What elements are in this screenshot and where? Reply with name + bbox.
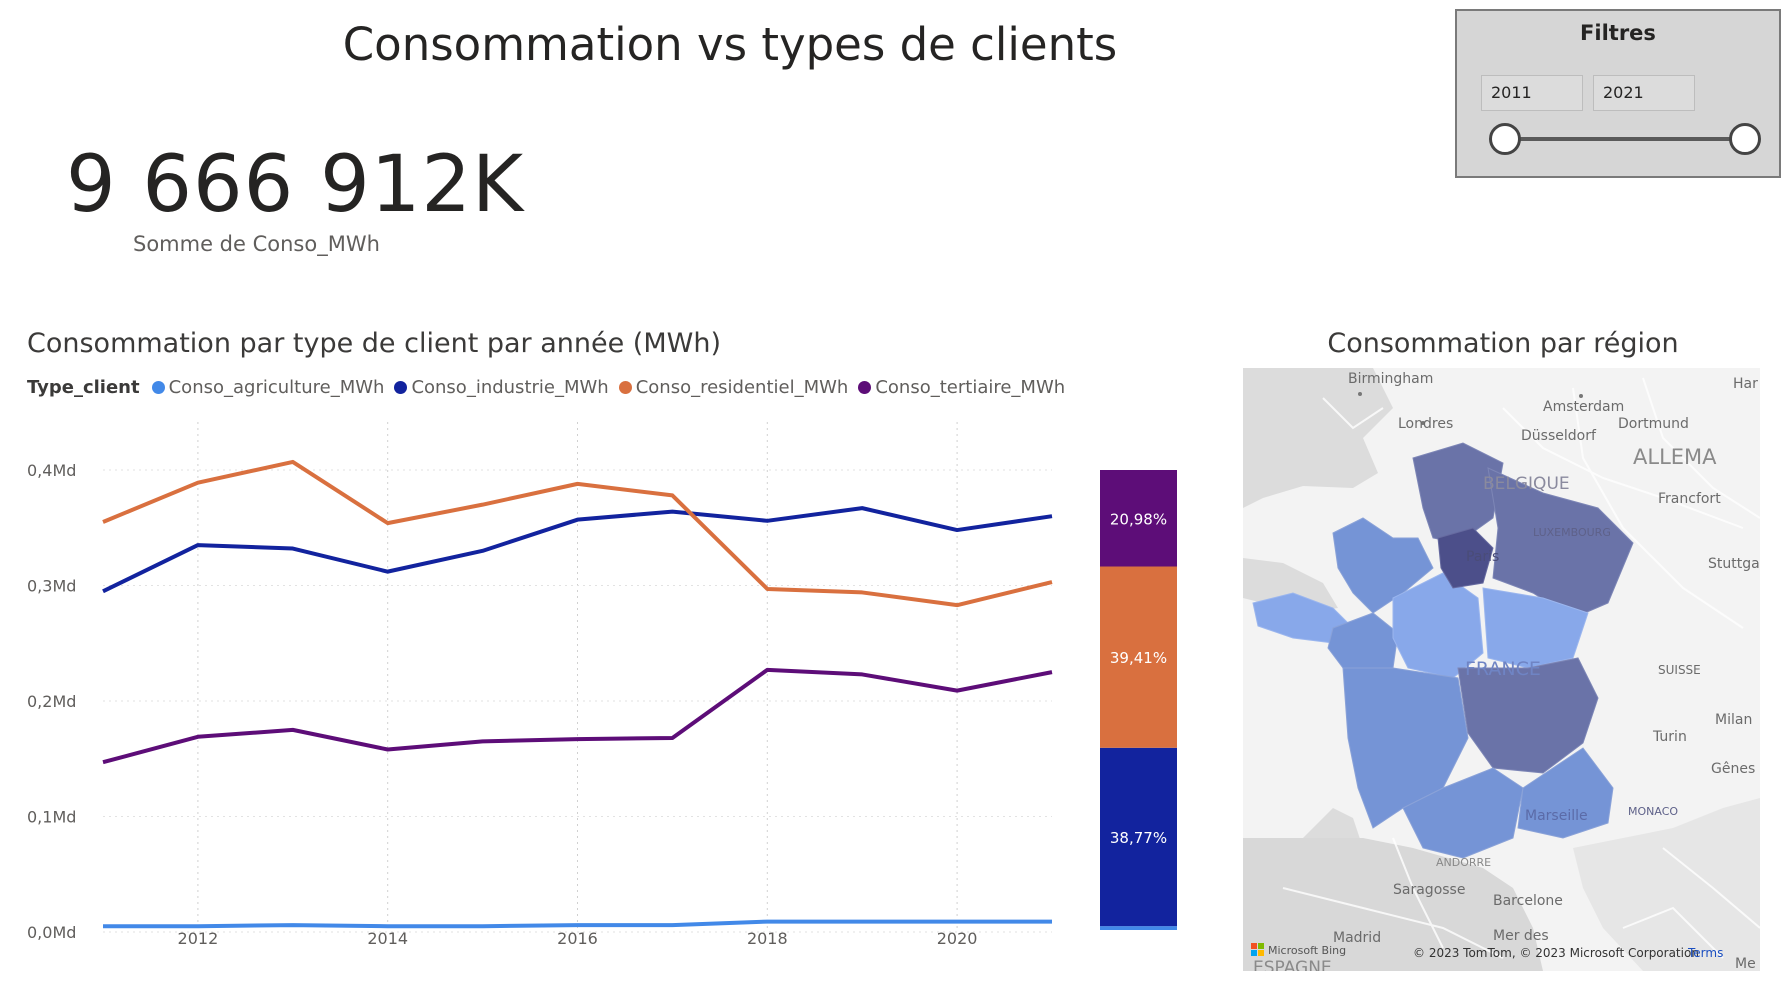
series-line-conso-tertiaire-mwh[interactable] (102, 667, 1053, 765)
year-range-slider-track[interactable] (1505, 137, 1745, 141)
label-stuttgart: Stuttga (1708, 556, 1760, 572)
legend-marker (618, 381, 632, 394)
line-chart-legend: Type_client Conso_agriculture_MWh Conso_i… (27, 377, 1075, 398)
label-madrid: Madrid (1333, 930, 1381, 946)
stack-segment-label: 20,98% (1110, 510, 1167, 528)
label-monaco: MONACO (1628, 805, 1678, 818)
label-belgique: BELGIQUE (1483, 474, 1570, 494)
kpi-label: Somme de Conso_MWh (133, 232, 380, 256)
y-tick-label: 0,3Md (27, 577, 76, 596)
year-start-input[interactable]: 2011 (1481, 75, 1583, 111)
page-title: Consommation vs types de clients (342, 18, 1118, 71)
stacked-bar: 38,77% 39,41% 20,98% (1100, 470, 1177, 930)
series-lines (102, 459, 1053, 929)
y-tick-label: 0,0Md (27, 923, 76, 942)
stack-segment-label: 39,41% (1110, 649, 1167, 667)
legend-marker (394, 381, 408, 394)
map-title: Consommation par région (1327, 328, 1679, 359)
line-chart: 0,0Md 0,1Md 0,2Md 0,3Md 0,4Md 2012 2014 2016 201… (27, 422, 1177, 948)
x-tick-label: 2018 (747, 929, 788, 948)
label-francfort: Francfort (1658, 491, 1721, 507)
stack-segment-conso-tertiaire-mwh[interactable] (1100, 470, 1177, 567)
label-allemagne: ALLEMA (1633, 445, 1717, 469)
year-range-slider-end-handle[interactable] (1729, 123, 1761, 155)
stack-segment-conso-agriculture-mwh[interactable] (1100, 926, 1177, 930)
x-tick-label: 2020 (937, 929, 978, 948)
filter-panel: Filtres 2011 2021 (1455, 9, 1781, 178)
year-end-input[interactable]: 2021 (1593, 75, 1695, 111)
map-labels: Birmingham Londres Amsterdam Düsseldorf … (1253, 371, 1760, 971)
filter-title: Filtres (1580, 21, 1656, 45)
region-bourgogne-franche-comte[interactable] (1482, 587, 1589, 669)
x-tick-label: 2014 (367, 929, 408, 948)
legend-title: Type_client (27, 377, 140, 398)
label-barcelone: Barcelone (1493, 893, 1563, 909)
region-auvergne-rhone-alpes[interactable] (1457, 657, 1599, 774)
region-occitanie[interactable] (1402, 767, 1524, 859)
stack-segment-conso-industrie-mwh[interactable] (1100, 747, 1177, 927)
label-har: Har (1733, 376, 1758, 392)
y-tick-label: 0,2Md (27, 692, 76, 711)
region-ile-de-france[interactable] (1437, 527, 1494, 589)
line-chart-title: Consommation par type de client par anné… (27, 328, 721, 359)
label-andorre: ANDORRE (1436, 856, 1491, 869)
legend-item-conso-tertiaire-mwh[interactable]: Conso_tertiaire_MWh (858, 377, 1065, 398)
map-land-italy (1573, 798, 1760, 971)
label-genes: Gênes (1711, 761, 1755, 777)
label-mer-des: Mer des (1493, 928, 1549, 944)
region-paca[interactable] (1517, 747, 1614, 839)
region-normandie[interactable] (1332, 517, 1434, 614)
map-canvas[interactable]: Birmingham Londres Amsterdam Düsseldorf … (1243, 368, 1760, 971)
series-line-conso-industrie-mwh[interactable] (102, 506, 1053, 594)
label-paris: Paris (1466, 549, 1499, 565)
map-land-spain (1243, 838, 1543, 971)
label-marseille: Marseille (1525, 808, 1588, 824)
axes: 0,0Md 0,1Md 0,2Md 0,3Md 0,4Md 2012 2014 2016 201… (27, 461, 977, 948)
label-dusseldorf: Düsseldorf (1521, 428, 1597, 444)
x-tick-label: 2016 (557, 929, 598, 948)
kpi-value: 9 666 912K (66, 140, 525, 230)
map-land-uk (1243, 368, 1393, 508)
label-luxembourg: LUXEMBOURG (1533, 526, 1611, 539)
y-tick-label: 0,4Md (27, 461, 76, 480)
series-line-conso-residentiel-mwh[interactable] (102, 459, 1053, 608)
x-tick-label: 2012 (178, 929, 219, 948)
label-amsterdam: Amsterdam (1543, 399, 1624, 415)
label-me: Me (1735, 956, 1756, 971)
stack-segment-conso-residentiel-mwh[interactable] (1100, 566, 1177, 748)
label-londres: Londres (1398, 416, 1453, 432)
region-grand-est[interactable] (1487, 467, 1634, 619)
stack-segment-label: 38,77% (1110, 829, 1167, 847)
label-turin: Turin (1652, 729, 1687, 745)
legend-item-conso-residentiel-mwh[interactable]: Conso_residentiel_MWh (618, 377, 849, 398)
legend-label: Conso_industrie_MWh (411, 377, 609, 398)
label-milan: Milan (1715, 712, 1752, 728)
map-roads (1282, 377, 1760, 959)
label-birmingham: Birmingham (1348, 371, 1433, 387)
bing-logo-text: Microsoft Bing (1268, 944, 1346, 957)
legend-marker (151, 381, 165, 394)
label-france: FRANCE (1465, 658, 1541, 680)
legend-item-conso-agriculture-mwh[interactable]: Conso_agriculture_MWh (151, 377, 385, 398)
legend-label: Conso_tertiaire_MWh (875, 377, 1066, 398)
legend-label: Conso_agriculture_MWh (168, 377, 385, 398)
attribution-text: © 2023 TomTom, © 2023 Microsoft Corporat… (1413, 946, 1699, 960)
terms-link[interactable]: Terms (1687, 946, 1723, 960)
label-saragosse: Saragosse (1393, 882, 1465, 898)
grid-lines (103, 422, 1052, 933)
series-line-conso-agriculture-mwh[interactable] (103, 919, 1052, 929)
y-tick-label: 0,1Md (27, 808, 76, 827)
legend-label: Conso_residentiel_MWh (635, 377, 849, 398)
year-range-slider-start-handle[interactable] (1489, 123, 1521, 155)
label-dortmund: Dortmund (1618, 416, 1689, 432)
map-attribution: Microsoft Bing © 2023 TomTom, © 2023 Mic… (1251, 943, 1723, 960)
region-map[interactable]: Birmingham Londres Amsterdam Düsseldorf … (1243, 368, 1760, 971)
legend-marker (858, 381, 872, 394)
label-espagne: ESPAGNE (1253, 958, 1332, 971)
label-suisse: SUISSE (1658, 663, 1701, 677)
legend-item-conso-industrie-mwh[interactable]: Conso_industrie_MWh (394, 377, 609, 398)
